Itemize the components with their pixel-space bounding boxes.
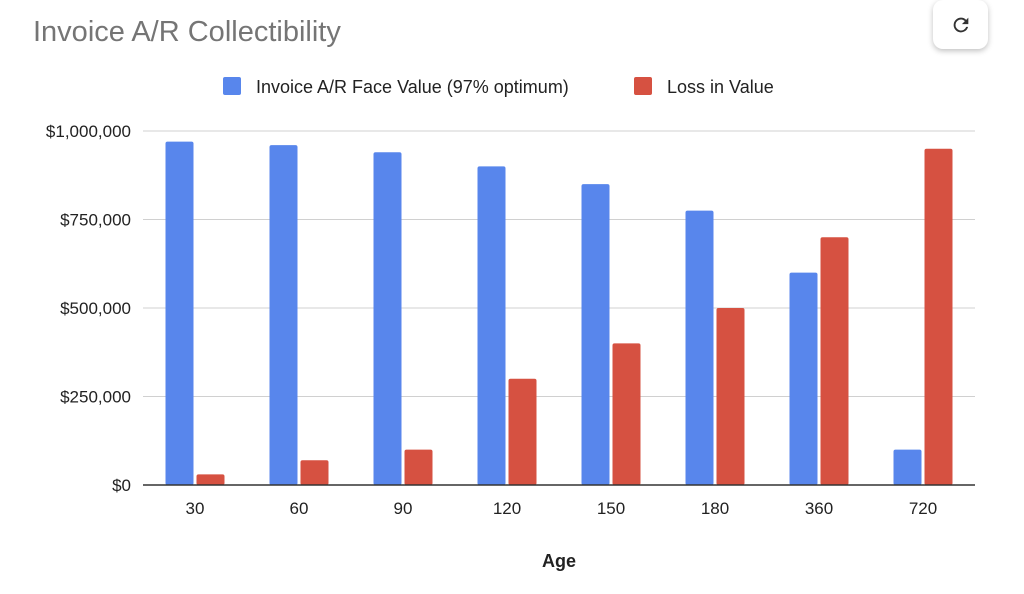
y-tick-label: $250,000 <box>60 388 131 407</box>
x-tick-label: 360 <box>805 499 833 518</box>
legend-swatch <box>223 77 241 95</box>
refresh-icon <box>953 17 968 32</box>
bar-face-value-60 <box>269 145 298 485</box>
bar-loss-30 <box>196 474 225 485</box>
bar-face-value-30 <box>165 141 194 485</box>
x-tick-label: 60 <box>290 499 309 518</box>
legend-label: Invoice A/R Face Value (97% optimum) <box>256 77 569 97</box>
x-axis-title: Age <box>542 551 576 571</box>
y-tick-label: $1,000,000 <box>46 122 131 141</box>
bar-face-value-720 <box>893 449 922 485</box>
bar-face-value-180 <box>685 210 714 485</box>
x-tick-label: 180 <box>701 499 729 518</box>
y-tick-label: $0 <box>112 476 131 495</box>
chart-title: Invoice A/R Collectibility <box>33 16 341 48</box>
bar-loss-360 <box>820 237 849 485</box>
bar-face-value-150 <box>581 184 610 485</box>
x-tick-label: 30 <box>186 499 205 518</box>
bar-face-value-120 <box>477 166 506 485</box>
bar-loss-720 <box>924 148 953 485</box>
bar-loss-180 <box>716 308 745 485</box>
bar-loss-90 <box>404 449 433 485</box>
x-tick-label: 150 <box>597 499 625 518</box>
bar-face-value-360 <box>789 272 818 485</box>
y-tick-label: $500,000 <box>60 299 131 318</box>
y-tick-label: $750,000 <box>60 211 131 230</box>
bar-loss-150 <box>612 343 641 485</box>
x-tick-label: 720 <box>909 499 937 518</box>
legend-label: Loss in Value <box>667 77 774 97</box>
refresh-button[interactable] <box>933 0 988 49</box>
bar-loss-120 <box>508 378 537 485</box>
bar-loss-60 <box>300 460 329 485</box>
x-tick-label: 90 <box>394 499 413 518</box>
x-tick-label: 120 <box>493 499 521 518</box>
bar-face-value-90 <box>373 152 402 486</box>
legend-swatch <box>634 77 652 95</box>
